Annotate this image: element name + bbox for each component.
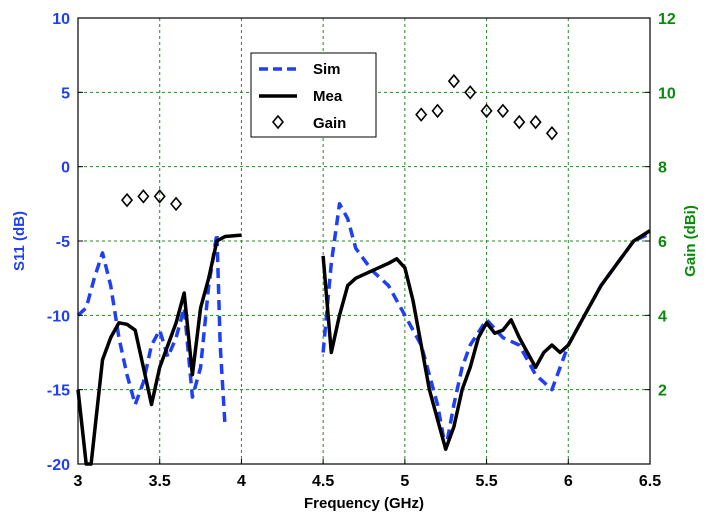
y-left-tick-label: -5 <box>56 234 70 251</box>
gain-marker <box>415 107 428 122</box>
series-line-sim <box>321 202 651 451</box>
x-tick-label: 6 <box>564 473 573 490</box>
y-right-tick-label: 6 <box>658 234 667 251</box>
series-line-sim <box>76 231 227 427</box>
series-line-mea <box>76 233 242 466</box>
x-tick-label: 6.5 <box>639 473 661 490</box>
gain-marker <box>447 73 460 89</box>
gain-marker <box>120 192 134 208</box>
gain-marker <box>480 103 493 119</box>
y-right-tick-label: 4 <box>658 308 667 325</box>
gain-marker <box>529 114 542 130</box>
y-left-tick-label: 0 <box>61 160 70 177</box>
series-layer <box>76 73 651 466</box>
gain-marker <box>464 85 477 100</box>
legend-label-mea: Mea <box>313 88 343 105</box>
gain-marker <box>137 189 150 204</box>
y-right-tick-label: 8 <box>658 160 667 177</box>
y-axis-right-title: Gain (dBi) <box>682 205 699 277</box>
gain-marker <box>170 196 183 212</box>
y-right-tick-label: 12 <box>658 11 676 28</box>
x-tick-label: 4.5 <box>312 473 334 490</box>
legend-label-gain: Gain <box>313 115 346 132</box>
tick-labels: 3 3.5 4 4.5 5 5.5 6 6.5 10 5 0 -5 -10 -15 -20 12 10 8 6 4 2 <box>47 11 676 490</box>
x-tick-label: 5.5 <box>475 473 497 490</box>
gain-marker <box>153 189 166 204</box>
legend-label-sim: Sim <box>313 61 341 78</box>
y-right-tick-label: 10 <box>658 85 676 102</box>
gain-marker <box>513 114 526 130</box>
y-left-tick-label: -20 <box>47 457 70 474</box>
gain-marker <box>431 103 444 119</box>
y-left-tick-label: 10 <box>52 11 70 28</box>
gain-marker <box>545 125 558 141</box>
x-axis-title: Frequency (GHz) <box>304 495 424 512</box>
x-tick-label: 3 <box>74 473 83 490</box>
legend: Sim Mea Gain <box>250 52 377 138</box>
series-line-mea <box>321 229 651 451</box>
legend-swatch-gain <box>271 114 285 130</box>
x-tick-label: 4 <box>237 473 246 490</box>
y-left-tick-label: -15 <box>47 383 70 400</box>
y-left-tick-label: -10 <box>47 308 70 325</box>
x-tick-label: 5 <box>400 473 409 490</box>
gain-marker <box>496 103 509 119</box>
y-left-tick-label: 5 <box>61 85 70 102</box>
y-right-tick-label: 2 <box>658 383 667 400</box>
x-tick-label: 3.5 <box>149 473 171 490</box>
y-axis-left-title: S11 (dB) <box>11 211 28 271</box>
